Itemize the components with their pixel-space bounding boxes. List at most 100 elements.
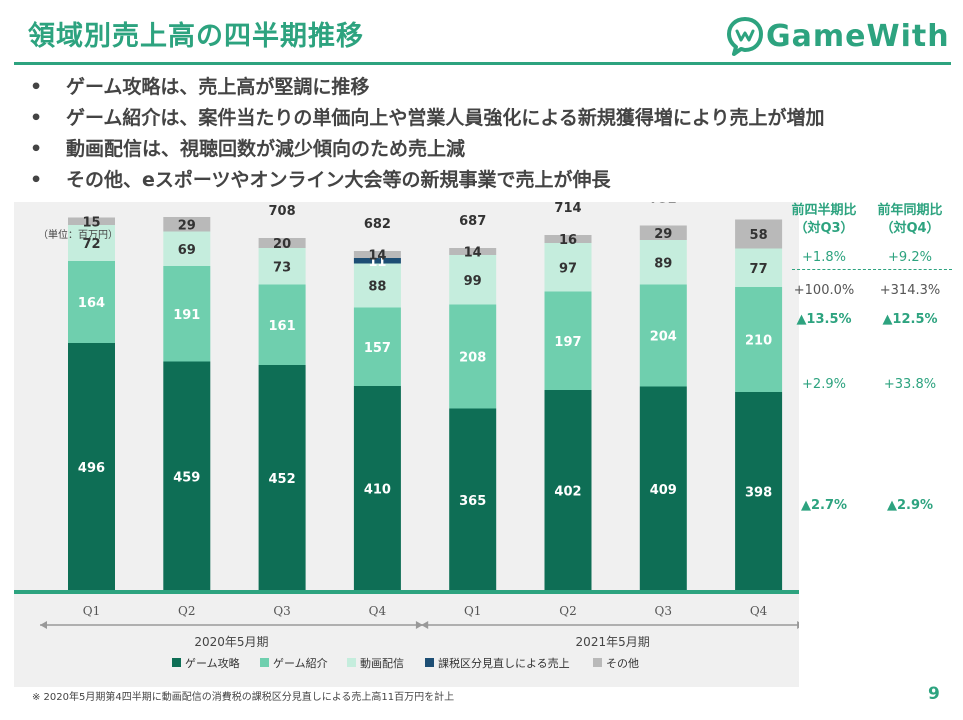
bullet-text: ゲーム紹介は、案件当たりの単価向上や営業人員強化による新規獲得増により売上が増加 [66, 107, 825, 129]
total-label: 682 [364, 217, 391, 232]
bar-segment [639, 225, 687, 240]
bar-segment [449, 408, 497, 591]
data-label: 409 [650, 483, 677, 498]
qoq-header-line1: 前四半期比 [791, 203, 857, 218]
legend-swatch [593, 658, 602, 667]
unit-note: （単位：百万円） [38, 230, 118, 241]
period-arrow-head [797, 621, 799, 629]
bar-segment [353, 258, 401, 264]
comparison-divider [792, 269, 952, 270]
legend-label: 課税区分見直しによる売上 [438, 656, 570, 670]
data-label: 365 [459, 494, 486, 509]
period-arrow-head [415, 621, 423, 629]
x-axis-baseline [14, 590, 799, 594]
total-label: 687 [459, 214, 486, 229]
total-label: 732 [650, 202, 677, 207]
data-label: 72 [82, 237, 100, 252]
data-label: 14 [464, 246, 482, 261]
footnote: ※ 2020年5月期第4四半期に動画配信の消費税の課税区分見直しによる売上高11… [32, 692, 455, 703]
data-label: 15 [82, 215, 100, 230]
bullet-mark: • [30, 138, 43, 160]
bar-segment [735, 248, 783, 287]
gamewith-logo: GameWith [726, 16, 956, 60]
bar-segment [68, 217, 115, 225]
yoy-value: +9.2% [888, 250, 932, 265]
bar-segment [258, 365, 306, 591]
total-label: 714 [554, 202, 581, 216]
page-title: 領域別売上高の四半期推移 [28, 21, 364, 52]
qoq-value: +2.9% [802, 377, 846, 392]
data-label: 496 [78, 461, 105, 476]
bar-segment [353, 263, 401, 308]
data-label: 398 [745, 486, 772, 501]
data-label: 157 [364, 341, 391, 356]
yoy-value: ▲2.9% [886, 498, 934, 513]
qoq-header: 前四半期比 （対Q3） [788, 202, 860, 238]
data-label: 402 [554, 485, 581, 500]
x-tick-label: Q2 [559, 604, 576, 618]
bar-segment [258, 248, 306, 285]
data-label: 69 [178, 243, 196, 258]
bullet-item: • その他、eスポーツやオンライン大会等の新規事業で売上が伸長 [30, 165, 824, 196]
speech-bubble-logo-icon [727, 17, 763, 56]
yoy-value: +33.8% [883, 377, 937, 392]
chart-panel: 4961647215748Q14591916929750Q24521617320… [14, 202, 799, 687]
bar-segment [639, 240, 687, 285]
x-tick-label: Q4 [750, 604, 768, 618]
bar-segment [163, 231, 211, 266]
stacked-bar-chart: 4961647215748Q14591916929750Q24521617320… [14, 202, 799, 670]
data-label: 459 [173, 470, 200, 485]
bullet-text: その他、eスポーツやオンライン大会等の新規事業で売上が伸長 [66, 169, 611, 191]
bullet-list: • ゲーム攻略は、売上高が堅調に推移 • ゲーム紹介は、案件当たりの単価向上や営業人… [30, 72, 824, 196]
bar-segment [735, 219, 783, 249]
bar-segment [163, 361, 211, 591]
data-label: 73 [273, 260, 291, 275]
x-tick-label: Q3 [273, 604, 290, 618]
yoy-value: +314.3% [879, 283, 941, 298]
logo-wordmark: GameWith [766, 19, 950, 54]
data-label: 208 [459, 351, 486, 366]
bar-segment [258, 284, 306, 365]
data-label: 88 [368, 280, 386, 295]
bullet-item: • 動画配信は、視聴回数が減少傾向のため売上減 [30, 134, 824, 165]
legend-swatch [172, 658, 181, 667]
legend-label: ゲーム攻略 [185, 656, 240, 670]
page-number: 9 [928, 684, 940, 704]
period-label: 2021年5月期 [576, 635, 650, 649]
qoq-value: ▲2.7% [800, 498, 848, 513]
data-label: 89 [654, 256, 672, 271]
qoq-value: ▲13.5% [796, 312, 852, 327]
bar-segment [735, 287, 783, 392]
bar-segment [353, 307, 401, 386]
data-label: 11 [368, 255, 386, 270]
legend-label: ゲーム紹介 [273, 657, 328, 670]
total-label: 708 [269, 204, 296, 219]
data-label: 210 [745, 334, 772, 349]
bar-segment [68, 225, 115, 261]
bullet-item: • ゲーム攻略は、売上高が堅調に推移 [30, 72, 824, 103]
yoy-header-line1: 前年同期比 [877, 203, 943, 218]
data-label: 161 [269, 319, 296, 334]
data-label: 164 [78, 296, 105, 311]
data-label: 20 [273, 237, 291, 252]
bar-segment [258, 238, 306, 248]
bar-segment [449, 304, 497, 409]
legend-swatch [260, 658, 269, 667]
data-label: 77 [750, 262, 768, 277]
data-label: 452 [269, 472, 296, 487]
bar-segment [544, 235, 592, 243]
bullet-mark: • [30, 169, 43, 191]
data-label: 29 [654, 227, 672, 242]
legend-label: その他 [606, 657, 639, 670]
bar-segment [353, 251, 401, 258]
bar-segment [163, 217, 211, 232]
bar-segment [353, 386, 401, 591]
bar-segment [544, 291, 592, 390]
data-label: 14 [368, 249, 386, 264]
bar-segment [639, 284, 687, 387]
bar-segment [449, 248, 497, 255]
bar-segment [163, 266, 211, 362]
qoq-value: +1.8% [802, 250, 846, 265]
period-arrow-head [40, 621, 47, 629]
x-tick-label: Q3 [655, 604, 672, 618]
